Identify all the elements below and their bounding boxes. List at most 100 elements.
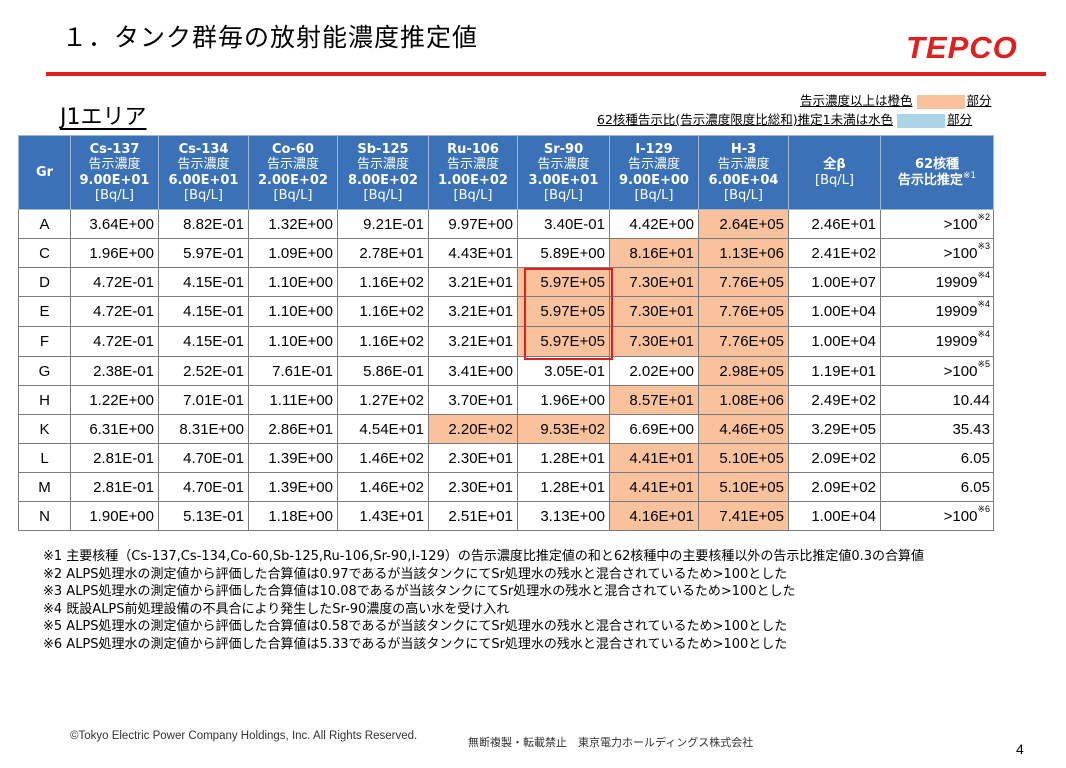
cell-value: 1.46E+02	[337, 472, 429, 502]
cell-value: 6.69E+00	[609, 414, 699, 444]
table-body: A 3.64E+00 8.82E-01 1.32E+00 9.21E-01 9.97E+0…	[18, 209, 994, 531]
legend-orange-swatch	[916, 94, 965, 109]
cell-value: 7.61E-01	[248, 356, 338, 386]
table-row: C 1.96E+00 5.97E-01 1.09E+00 2.78E+01 4.43E+0…	[18, 238, 994, 268]
cell-value: 4.70E-01	[158, 472, 249, 502]
ratio-footnote-mark: ※4	[977, 299, 990, 309]
cell-value: 5.13E-01	[158, 501, 249, 531]
legend-blue-label: 62核種告示比(告示濃度限度比総和)推定1未満は水色	[597, 112, 894, 127]
ratio-value: >100	[943, 244, 978, 262]
cell-62-ratio: 19909※4	[880, 296, 994, 327]
header-i129: I-129 告示濃度 9.00E+00 [Bq/L]	[609, 135, 699, 210]
cell-62-ratio: >100※6	[880, 501, 994, 531]
cell-value: 5.10E+05	[698, 472, 789, 502]
cell-value: 2.98E+05	[698, 356, 789, 386]
cell-value: 3.41E+00	[428, 356, 518, 386]
cell-value: 8.57E+01	[609, 385, 699, 415]
footnote-3: ※3 ALPS処理水の測定値から評価した合算値は10.08であるが当該タンクにて…	[43, 584, 796, 600]
cell-value: 1.46E+02	[337, 443, 429, 473]
cell-value: 1.08E+06	[698, 385, 789, 415]
header-h3: H-3 告示濃度 6.00E+04 [Bq/L]	[698, 135, 789, 210]
cell-value: 1.10E+00	[248, 326, 338, 357]
cell-value: 4.54E+01	[337, 414, 429, 444]
legend-blue-swatch	[897, 113, 946, 128]
page-title: １．タンク群毎の放射能濃度推定値	[62, 23, 479, 52]
cell-total-beta: 1.00E+07	[788, 267, 881, 297]
table-row: L 2.81E-01 4.70E-01 1.39E+00 1.46E+02 2.30E+0…	[18, 443, 994, 473]
tepco-logo: TEPCO	[906, 30, 1018, 65]
cell-value: 4.72E-01	[70, 296, 159, 327]
cell-value: 5.89E+00	[517, 238, 610, 268]
header-cs134: Cs-134 告示濃度 6.00E+01 [Bq/L]	[158, 135, 249, 210]
cell-value: 1.28E+01	[517, 472, 610, 502]
cell-group: L	[18, 443, 71, 473]
ratio-value: 10.44	[952, 391, 990, 409]
cell-value: 1.09E+00	[248, 238, 338, 268]
cell-value: 1.10E+00	[248, 267, 338, 297]
table-row: G 2.38E-01 2.52E-01 7.61E-01 5.86E-01 3.41E+0…	[18, 356, 994, 386]
header-gr: Gr	[18, 135, 71, 210]
ratio-footnote-mark: ※3	[977, 240, 990, 251]
table-row: E 4.72E-01 4.15E-01 1.10E+00 1.16E+02 3.21E+0…	[18, 296, 994, 327]
cell-value: 4.15E-01	[158, 326, 249, 357]
cell-value: 7.41E+05	[698, 501, 789, 531]
cell-value: 8.82E-01	[158, 209, 249, 239]
cell-group: A	[18, 209, 71, 239]
cell-value: 9.53E+02	[517, 414, 610, 444]
ratio-value: >100	[943, 215, 978, 233]
footnote-2: ※2 ALPS処理水の測定値から評価した合算値は0.97であるが当該タンクにてS…	[43, 566, 788, 582]
table-row: A 3.64E+00 8.82E-01 1.32E+00 9.21E-01 9.97E+0…	[18, 209, 994, 239]
footer-notice: 無断複製・転載禁止 東京電力ホールディングス株式会社	[468, 736, 754, 749]
cell-value: 4.41E+01	[609, 443, 699, 473]
legend-orange-label: 告示濃度以上は橙色	[800, 93, 913, 108]
ratio-value: 19909	[935, 273, 978, 291]
cell-group: H	[18, 385, 71, 415]
cell-value: 3.70E+01	[428, 385, 518, 415]
cell-value: 9.21E-01	[337, 209, 429, 239]
cell-value: 1.90E+00	[70, 501, 159, 531]
table-row: N 1.90E+00 5.13E-01 1.18E+00 1.43E+01 2.51E+0…	[18, 501, 994, 531]
footnote-5: ※5 ALPS処理水の測定値から評価した合算値は0.58であるが当該タンクにてS…	[43, 619, 788, 635]
cell-62-ratio: 10.44	[880, 385, 994, 415]
cell-value: 9.97E+00	[428, 209, 518, 239]
cell-value: 2.38E-01	[70, 356, 159, 386]
header-ru106: Ru-106 告示濃度 1.00E+02 [Bq/L]	[428, 135, 518, 210]
cell-value: 1.96E+00	[517, 385, 610, 415]
cell-value: 5.97E+05	[517, 326, 610, 357]
cell-62-ratio: >100※3	[880, 238, 994, 268]
cell-62-ratio: 6.05	[880, 443, 994, 473]
footer-copyright: ©Tokyo Electric Power Company Holdings, …	[70, 730, 418, 742]
table-row: H 1.22E+00 7.01E-01 1.11E+00 1.27E+02 3.70E+0…	[18, 385, 994, 415]
cell-value: 4.15E-01	[158, 296, 249, 327]
cell-value: 7.76E+05	[698, 296, 789, 327]
header-cs137: Cs-137 告示濃度 9.00E+01 [Bq/L]	[70, 135, 159, 210]
cell-value: 1.39E+00	[248, 472, 338, 502]
cell-value: 7.30E+01	[609, 326, 699, 357]
cell-value: 1.18E+00	[248, 501, 338, 531]
cell-62-ratio: 19909※4	[880, 267, 994, 297]
cell-value: 8.16E+01	[609, 238, 699, 268]
legend-orange-suffix: 部分	[966, 93, 992, 108]
cell-value: 4.43E+01	[428, 238, 518, 268]
header-sr90: Sr-90 告示濃度 3.00E+01 [Bq/L]	[517, 135, 610, 210]
concentration-table: Gr Cs-137 告示濃度 9.00E+01 [Bq/L] Cs-134 告示濃度 6.…	[18, 135, 994, 531]
cell-value: 7.76E+05	[698, 326, 789, 357]
cell-group: G	[18, 356, 71, 386]
table-row: M 2.81E-01 4.70E-01 1.39E+00 1.46E+02 2.30E+0…	[18, 472, 994, 502]
cell-value: 2.78E+01	[337, 238, 429, 268]
cell-value: 4.41E+01	[609, 472, 699, 502]
ratio-footnote-mark: ※4	[977, 269, 990, 280]
legend-orange: 告示濃度以上は橙色 部分	[800, 93, 992, 109]
cell-value: 3.64E+00	[70, 209, 159, 239]
cell-total-beta: 1.19E+01	[788, 356, 881, 386]
cell-value: 4.46E+05	[698, 414, 789, 444]
cell-value: 3.13E+00	[517, 501, 610, 531]
cell-total-beta: 2.49E+02	[788, 385, 881, 415]
cell-total-beta: 2.46E+01	[788, 209, 881, 239]
cell-value: 7.76E+05	[698, 267, 789, 297]
cell-group: F	[18, 326, 71, 357]
cell-value: 6.31E+00	[70, 414, 159, 444]
cell-total-beta: 1.00E+04	[788, 326, 881, 357]
cell-value: 8.31E+00	[158, 414, 249, 444]
footnote-4: ※4 既設ALPS前処理設備の不具合により発生したSr-90濃度の高い水を受け入…	[43, 601, 510, 617]
